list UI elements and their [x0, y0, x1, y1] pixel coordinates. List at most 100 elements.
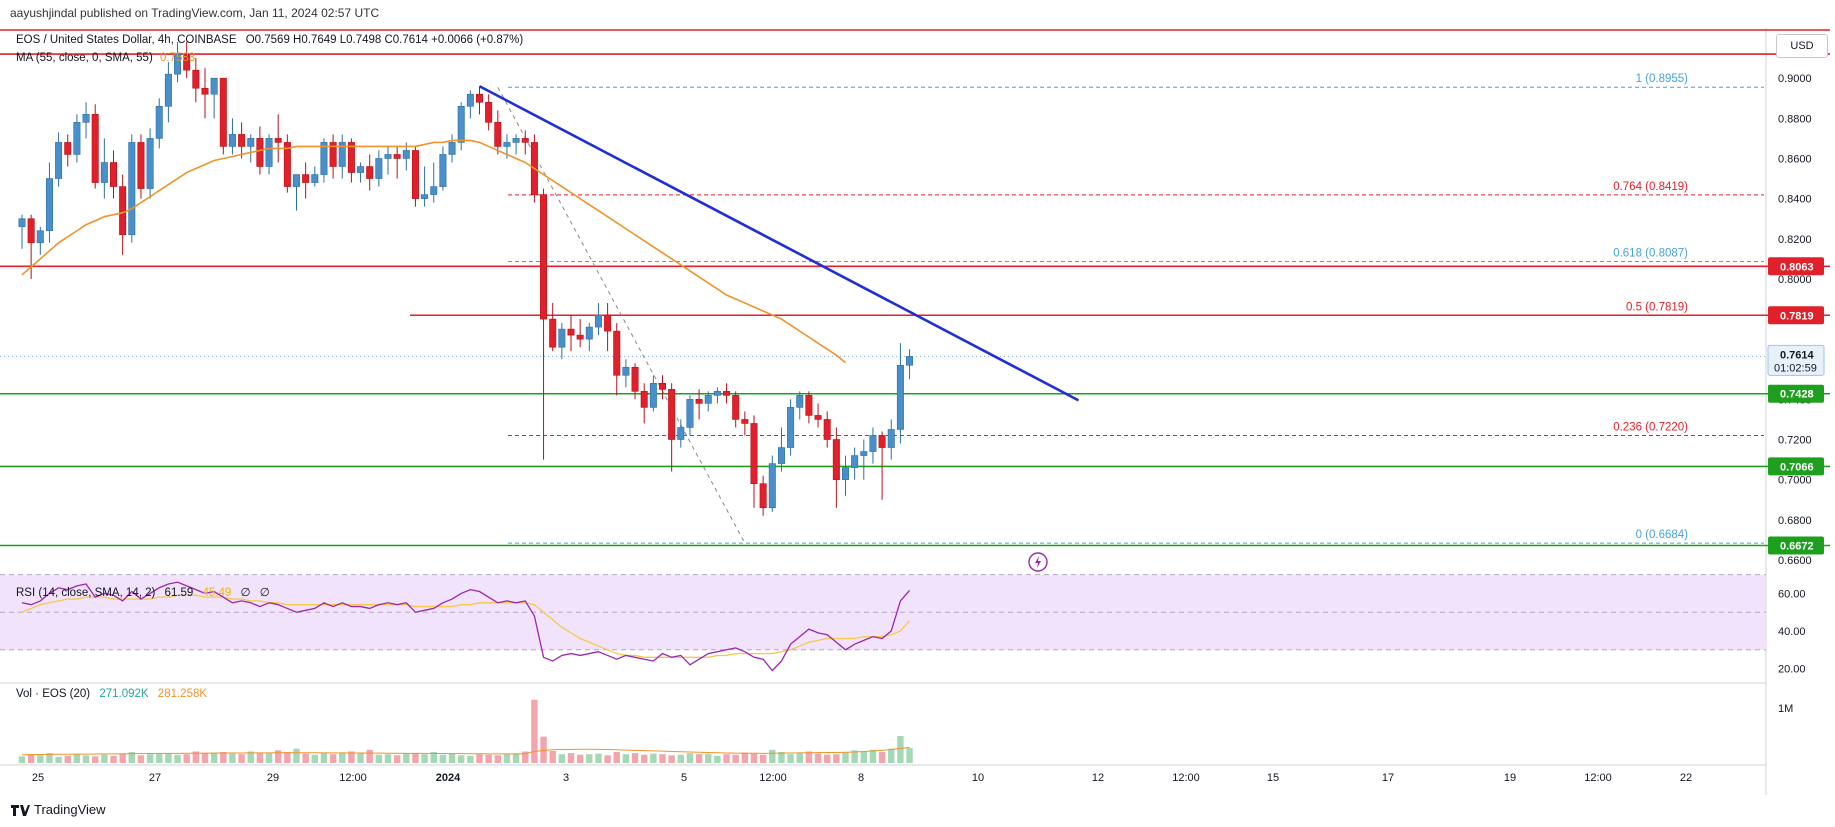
candle-body: [421, 194, 429, 199]
volume-bar: [210, 752, 218, 763]
candle-body: [841, 467, 849, 480]
volume-ma-legend-value: 281.258K: [157, 688, 208, 700]
candle-body: [357, 166, 365, 173]
volume-bar: [796, 753, 803, 763]
candle-body: [512, 138, 520, 143]
price-tick-label: 0.7000: [1778, 475, 1812, 487]
candle-body: [851, 455, 859, 468]
candle-body: [631, 366, 639, 392]
symbol-title: EOS / United States Dollar, 4h, COINBASE: [16, 34, 237, 46]
time-tick-label: 12:00: [339, 772, 367, 784]
candle-body: [896, 364, 904, 430]
candle-body: [430, 186, 438, 195]
candle-body: [384, 154, 392, 159]
candle-body: [759, 483, 767, 509]
volume-legend-label: Vol · EOS (20): [16, 688, 91, 700]
price-tick-label: 0.8200: [1778, 234, 1812, 246]
candle-body: [238, 134, 246, 147]
time-tick-label: 12: [1092, 772, 1104, 784]
volume-bar: [421, 754, 428, 763]
candle-body: [302, 174, 310, 183]
volume-bar: [650, 753, 657, 763]
candle-body: [402, 150, 410, 159]
volume-bar: [37, 755, 44, 763]
price-level-tag: 0.7819: [1768, 306, 1824, 325]
volume-ma-line: [21, 747, 910, 756]
price-level-tag-label: 0.6672: [1780, 541, 1814, 553]
candle-body: [311, 174, 319, 183]
candle-body: [622, 366, 630, 376]
candle-body: [329, 142, 337, 167]
fib-level-label: 0.618 (0.8087): [1613, 247, 1688, 259]
candle-body: [228, 134, 236, 147]
candle-body: [164, 73, 172, 107]
candle-body: [256, 138, 264, 167]
candle-body: [787, 407, 795, 448]
price-tick-label: 0.6600: [1778, 555, 1812, 567]
time-axis[interactable]: 25 27 29 12:00 2024 3 5 12:00 8 10 12 12:00 15 17 19 12…: [32, 772, 1692, 784]
volume-bar: [686, 753, 694, 763]
candle-body: [540, 194, 548, 320]
volume-bar: [869, 749, 877, 763]
volume-bar: [393, 755, 401, 763]
price-axis[interactable]: 0.9000 0.8800 0.8600 0.8400 0.8200 0.8000 0.78…: [1767, 73, 1825, 567]
rsi-legend-extra-1: ∅: [240, 587, 251, 599]
volume-bar: [668, 755, 675, 763]
candle-body: [805, 395, 813, 416]
candle-body: [768, 463, 776, 509]
rsi-tick-label: 20.00: [1778, 664, 1806, 676]
volume-bar: [878, 752, 886, 763]
volume-bar: [174, 754, 181, 763]
candle-body: [64, 142, 72, 155]
volume-bar: [430, 752, 437, 763]
candle-body: [174, 53, 182, 75]
volume-bar: [805, 751, 813, 763]
volume-bar: [82, 755, 90, 763]
candle-body: [45, 178, 53, 232]
volume-bar: [631, 753, 639, 763]
volume-bar: [110, 755, 117, 763]
candle-body: [521, 138, 529, 143]
rsi-legend: RSI (14, close, SMA, 14, 2) 61.59 45.49 …: [16, 585, 270, 599]
volume-bar: [714, 755, 721, 763]
price-tick-label: 0.9000: [1778, 73, 1812, 85]
candle-body: [832, 439, 840, 480]
candle-body: [741, 419, 749, 424]
volume-bar: [128, 752, 135, 763]
volume-bar: [384, 754, 392, 763]
candle-body: [448, 142, 456, 155]
fib-level-label: 0.5 (0.7819): [1626, 301, 1688, 313]
time-tick-label: 25: [32, 772, 44, 784]
candle-body: [549, 318, 557, 348]
fib-level-label: 1 (0.8955): [1636, 73, 1689, 85]
time-tick-label: 29: [267, 772, 279, 784]
candle-body: [411, 150, 419, 199]
volume-bar: [586, 754, 593, 763]
price-level-tag-label: 0.7066: [1780, 461, 1814, 473]
currency-button[interactable]: USD: [1776, 34, 1828, 58]
tradingview-logo[interactable]: TradingView: [10, 802, 106, 817]
volume-bar: [814, 753, 822, 763]
volume-bar: [375, 754, 383, 763]
candle-body: [823, 419, 831, 440]
candle-body: [82, 114, 90, 123]
volume-bar: [604, 755, 611, 763]
volume-bar: [146, 754, 154, 763]
candle-body: [119, 186, 127, 236]
price-level-tag: 0.7066: [1768, 457, 1824, 476]
price-level-tag-bg: [1768, 257, 1824, 276]
volume-bar: [851, 750, 858, 763]
candle-body: [219, 77, 227, 147]
volume-bar: [275, 750, 282, 763]
price-level-tag-label: 0.8063: [1780, 261, 1814, 273]
time-tick-label: 3: [563, 772, 569, 784]
volume-bar: [403, 753, 410, 763]
candle-body: [686, 399, 694, 428]
volume-bar: [137, 755, 145, 763]
candles: [18, 42, 1080, 572]
candle-body: [750, 423, 758, 484]
candle-body: [265, 138, 273, 167]
volume-bar: [906, 748, 913, 763]
lightning-icon: [1035, 556, 1041, 568]
